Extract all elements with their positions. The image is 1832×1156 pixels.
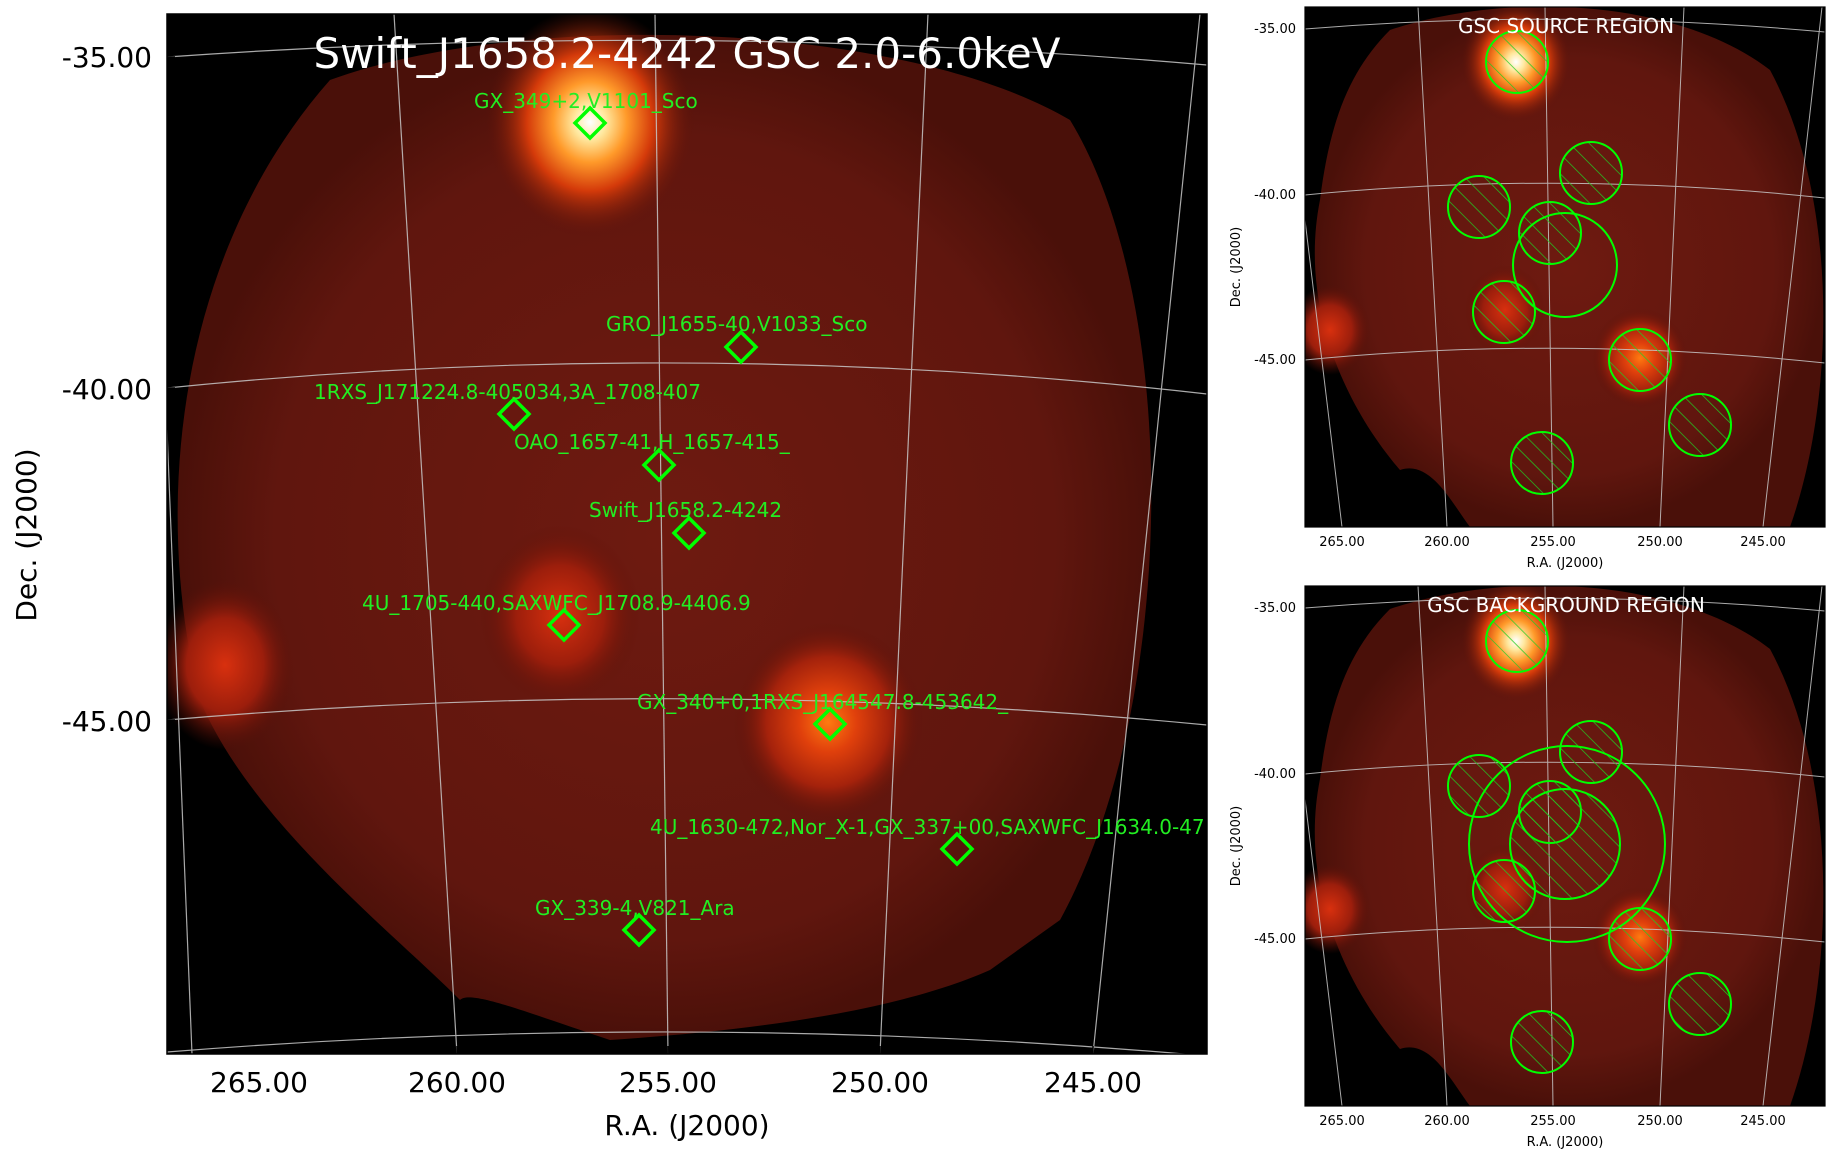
background-ytick-label: -45.00 (1254, 932, 1296, 947)
source-yaxis-label: Dec. (J2000) (1229, 227, 1244, 307)
main-yaxis-label: Dec. (J2000) (10, 448, 43, 621)
source-marker-gro1655 (723, 329, 759, 365)
source-region-circle (1518, 201, 1582, 265)
source-xtick-label: 250.00 (1637, 535, 1683, 550)
background-ytick-label: -40.00 (1254, 767, 1296, 782)
source-xtick-label: 255.00 (1530, 535, 1576, 550)
main-title: Swift_J1658.2-4242 GSC 2.0-6.0keV (314, 29, 1061, 78)
source-ytick-label: -40.00 (1254, 188, 1296, 203)
source-region-circle (1472, 280, 1536, 344)
exclusion-region-circle (1509, 788, 1621, 900)
source-ytick-label: -35.00 (1254, 22, 1296, 37)
source-region-circle (1608, 328, 1672, 392)
source-label-oao1657: OAO_1657-41,H_1657-415_ (514, 430, 791, 454)
source-label-1rxs1712: 1RXS_J171224.8-405034,3A_1708-407 (314, 380, 701, 404)
main-ytick-label: -45.00 (62, 705, 152, 738)
background-xtick-label: 260.00 (1424, 1114, 1470, 1129)
source-marker-gx349 (572, 105, 608, 141)
main-ytick-label: -40.00 (62, 373, 152, 406)
main-xtick-label: 245.00 (1044, 1066, 1142, 1099)
source-region-panel: GSC SOURCE REGION -35.00 -40.00 -45.00 2… (1229, 6, 1826, 571)
source-ytick-label: -45.00 (1254, 353, 1296, 368)
source-region-circle (1559, 141, 1623, 205)
source-marker-gx340 (812, 706, 848, 742)
source-region-circle (1485, 30, 1549, 94)
background-ytick-label: -35.00 (1254, 601, 1296, 616)
main-grid (167, 14, 1207, 1054)
main-xtick-label: 255.00 (619, 1066, 717, 1099)
source-xtick-label: 265.00 (1319, 535, 1365, 550)
source-label-4u1630: 4U_1630-472,Nor_X-1,GX_337+00,SAXWFC_J16… (650, 815, 1205, 839)
exclusion-region-circle (1447, 754, 1511, 818)
source-region-circle (1510, 431, 1574, 495)
exclusion-region-circle (1472, 859, 1536, 923)
main-xtick-label: 265.00 (210, 1066, 308, 1099)
main-xaxis-label: R.A. (J2000) (604, 1109, 769, 1142)
background-xtick-label: 245.00 (1740, 1114, 1786, 1129)
background-xaxis-label: R.A. (J2000) (1527, 1135, 1604, 1150)
background-xtick-label: 250.00 (1637, 1114, 1683, 1129)
source-label-4u1705: 4U_1705-440,SAXWFC_J1708.9-4406.9 (362, 591, 751, 615)
main-source-glow-gx340 (733, 622, 923, 822)
main-source-glow-gx349 (485, 14, 695, 237)
background-yaxis-label: Dec. (J2000) (1229, 806, 1244, 886)
source-panel-title: GSC SOURCE REGION (1458, 14, 1674, 38)
main-source-glow-left (167, 580, 295, 750)
main-ytick-label: -35.00 (62, 41, 152, 74)
main-xtick-label: 260.00 (408, 1066, 506, 1099)
main-source-markers (496, 105, 975, 948)
exclusion-region-circle (1510, 1010, 1574, 1074)
background-xtick-label: 265.00 (1319, 1114, 1365, 1129)
main-field-of-view (177, 34, 1152, 1041)
source-label-gx349: GX_349+2,V1101_Sco (474, 89, 698, 113)
source-marker-1rxs1712 (496, 396, 532, 432)
source-marker-gx339 (621, 912, 657, 948)
source-label-swift1658: Swift_J1658.2-4242 (589, 498, 782, 522)
source-xtick-label: 260.00 (1424, 535, 1470, 550)
main-panel: GX_349+2,V1101_Sco GRO_J1655-40,V1033_Sc… (10, 13, 1208, 1142)
source-xtick-label: 245.00 (1740, 535, 1786, 550)
exclusion-region-circle (1485, 609, 1549, 673)
background-annulus-circle (1468, 745, 1666, 943)
source-label-gro1655: GRO_J1655-40,V1033_Sco (606, 312, 867, 336)
background-panel-title: GSC BACKGROUND REGION (1427, 593, 1705, 617)
source-marker-4u1630 (939, 831, 975, 867)
exclusion-region-circle (1559, 720, 1623, 784)
source-region-circle (1668, 393, 1732, 457)
source-xaxis-label: R.A. (J2000) (1527, 556, 1604, 571)
exclusion-region-circle (1608, 907, 1672, 971)
exclusion-region-circle (1668, 972, 1732, 1036)
main-plot-frame (166, 13, 1208, 1055)
target-region-circle (1512, 212, 1618, 318)
source-marker-4u1705 (546, 607, 582, 643)
main-xtick-label: 250.00 (831, 1066, 929, 1099)
source-region-circle (1447, 175, 1511, 239)
source-label-gx340: GX_340+0,1RXS_J164547.8-453642_ (637, 690, 1009, 714)
source-marker-oao1657 (641, 447, 677, 483)
background-region-panel: GSC BACKGROUND REGION -35.00 -40.00 -45.… (1229, 585, 1826, 1150)
background-xtick-label: 255.00 (1530, 1114, 1576, 1129)
source-marker-swift1658 (671, 515, 707, 551)
source-label-gx339: GX_339-4,V821_Ara (535, 896, 735, 920)
